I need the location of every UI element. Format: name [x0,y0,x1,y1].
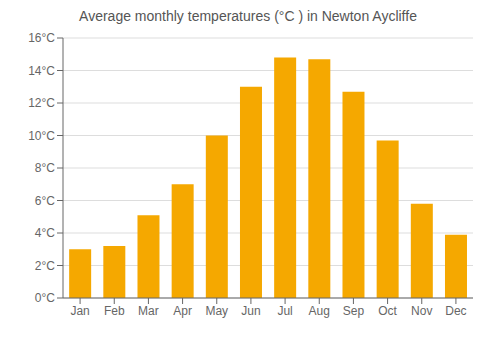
svg-text:May: May [205,304,228,318]
svg-text:Jan: Jan [70,304,89,318]
svg-text:Feb: Feb [104,304,125,318]
svg-text:Apr: Apr [173,304,192,318]
svg-text:Nov: Nov [411,304,432,318]
svg-text:10°C: 10°C [28,129,55,143]
svg-text:8°C: 8°C [35,161,55,175]
svg-text:Jul: Jul [277,304,292,318]
svg-text:Dec: Dec [445,304,466,318]
svg-text:2°C: 2°C [35,259,55,273]
svg-text:4°C: 4°C [35,226,55,240]
svg-text:Oct: Oct [378,304,397,318]
svg-text:16°C: 16°C [28,31,55,45]
html-text:Average monthly temperatures (: Average monthly temperatures (°C ) in Ne… [79,8,417,24]
svg-text:12°C: 12°C [28,96,55,110]
svg-text:Aug: Aug [309,304,330,318]
svg-text:14°C: 14°C [28,64,55,78]
svg-text:6°C: 6°C [35,194,55,208]
svg-text:Sep: Sep [343,304,365,318]
svg-text:Jun: Jun [241,304,260,318]
svg-text:Mar: Mar [138,304,159,318]
svg-text:0°C: 0°C [35,291,55,305]
